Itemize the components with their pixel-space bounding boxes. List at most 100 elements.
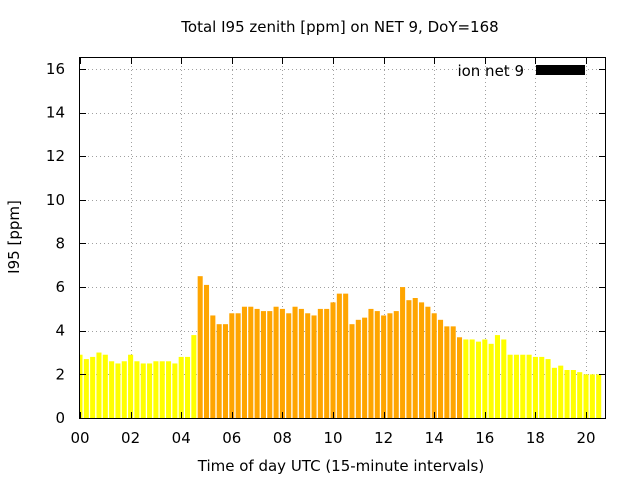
bar [115, 363, 121, 418]
bar [311, 315, 317, 418]
bar [438, 319, 444, 418]
bar [254, 308, 260, 418]
bar [197, 276, 203, 418]
bar [109, 361, 115, 418]
bar [444, 326, 450, 418]
x-tick-label: 00 [70, 429, 89, 447]
bar [317, 308, 323, 418]
bar [400, 287, 406, 418]
bar [349, 324, 355, 418]
bar [305, 313, 311, 418]
bar [520, 354, 526, 418]
bar [558, 365, 564, 418]
bar [463, 339, 469, 418]
bar [343, 293, 349, 418]
bar [431, 313, 437, 418]
bar [551, 367, 557, 418]
bar [482, 339, 488, 418]
bar [362, 317, 368, 418]
legend: ion net 9 [457, 62, 585, 80]
bar [229, 313, 235, 418]
y-axis-label: I95 [ppm] [5, 200, 23, 274]
bar [298, 308, 304, 418]
axis-ticks [80, 58, 605, 419]
bar [469, 339, 475, 418]
x-tick-label: 12 [374, 429, 393, 447]
y-tick-label: 4 [55, 322, 65, 340]
bar [526, 354, 532, 418]
bar [134, 361, 140, 418]
bar [203, 284, 210, 418]
chart-title: Total I95 zenith [ppm] on NET 9, DoY=168 [180, 18, 498, 36]
x-tick-label: 16 [475, 429, 494, 447]
bar [539, 356, 545, 418]
bar [235, 313, 241, 418]
bar [260, 311, 266, 418]
bar [532, 356, 538, 418]
bar [172, 363, 178, 418]
bar [273, 306, 279, 418]
bar [596, 374, 602, 418]
bar [267, 311, 273, 418]
bar [393, 311, 399, 418]
bar [248, 306, 254, 418]
bar [564, 370, 570, 418]
bar [140, 363, 146, 418]
bar [577, 372, 583, 418]
legend-swatch [536, 65, 585, 75]
legend-label: ion net 9 [457, 62, 524, 80]
bar [425, 306, 431, 418]
bar [241, 306, 247, 418]
bar [178, 356, 184, 418]
x-tick-label: 20 [576, 429, 595, 447]
y-tick-label: 14 [46, 104, 65, 122]
x-tick-label: 06 [222, 429, 241, 447]
bar [210, 315, 216, 418]
x-tick-label: 14 [425, 429, 444, 447]
bar [286, 313, 292, 418]
x-axis-label: Time of day UTC (15-minute intervals) [197, 457, 484, 475]
bar [475, 341, 482, 418]
bar [96, 352, 102, 418]
bar [368, 308, 374, 418]
grid-lines [80, 58, 605, 418]
bar [387, 313, 393, 418]
bar [374, 311, 380, 418]
bar [279, 308, 285, 418]
bar [292, 306, 298, 418]
y-tick-label: 12 [46, 147, 65, 165]
x-tick-label: 02 [121, 429, 140, 447]
bar [330, 302, 336, 418]
y-tick-label: 8 [55, 234, 65, 252]
bar [545, 359, 551, 418]
bar [83, 359, 89, 418]
bar [80, 354, 83, 418]
bar [324, 308, 330, 418]
y-tick-label: 0 [55, 409, 65, 427]
bar [488, 343, 494, 418]
bar [336, 293, 342, 418]
bar [589, 374, 595, 418]
bar [583, 374, 589, 418]
bar [456, 337, 463, 418]
bar [494, 335, 500, 418]
bar [128, 354, 134, 418]
bar [381, 315, 387, 418]
plot-frame [79, 57, 606, 419]
bar [147, 363, 153, 418]
bar [216, 324, 222, 418]
bar [501, 339, 507, 418]
bar [166, 361, 172, 418]
y-tick-label: 2 [55, 365, 65, 383]
y-tick-label: 10 [46, 191, 65, 209]
x-tick-label: 04 [172, 429, 191, 447]
y-tick-label: 16 [46, 60, 65, 78]
bar [507, 354, 513, 418]
bar [185, 356, 191, 418]
bar [159, 361, 165, 418]
bar [121, 361, 127, 418]
bar [153, 361, 159, 418]
bar [513, 354, 519, 418]
bar [102, 354, 108, 418]
